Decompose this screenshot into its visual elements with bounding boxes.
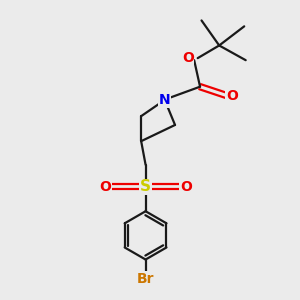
- Text: O: O: [226, 88, 238, 103]
- Text: S: S: [140, 179, 151, 194]
- Text: O: O: [99, 180, 111, 194]
- Text: Br: Br: [137, 272, 154, 286]
- Text: O: O: [182, 51, 194, 65]
- Text: N: N: [159, 93, 170, 107]
- Text: O: O: [180, 180, 192, 194]
